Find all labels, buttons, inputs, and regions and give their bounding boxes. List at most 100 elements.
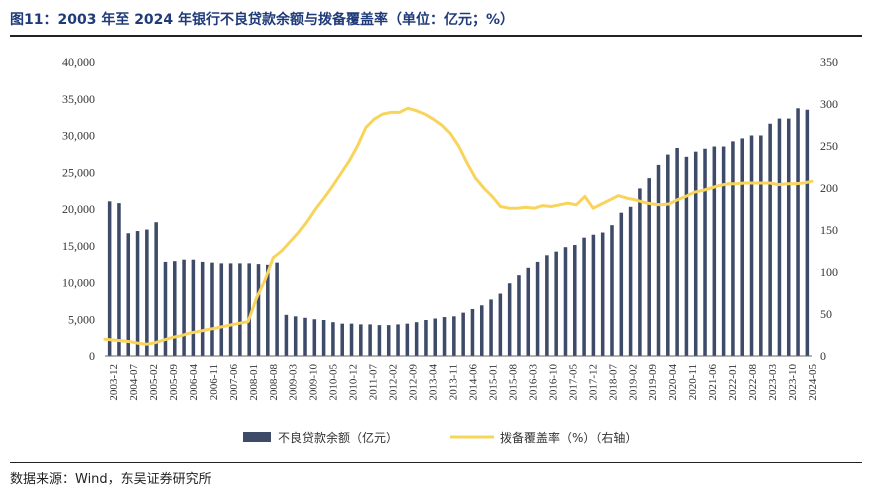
bar-npl-balance [675,147,679,356]
y-left-tick-label: 10,000 [62,276,95,290]
bar-npl-balance [433,318,438,356]
bar-npl-balance [712,146,717,356]
bar-npl-balance [154,222,158,356]
y-right-tick-label: 250 [820,139,838,153]
chart-title: 图11：2003 年至 2024 年银行不良贷款余额与拨备覆盖率（单位：亿元；%… [10,12,515,28]
bar-npl-balance [489,299,493,356]
y-right-tick-label: 0 [820,349,826,363]
x-tick-label: 2017-05 [567,364,579,401]
y-axis-left: 0 5,000 10,000 15,000 20,000 25,000 30,000 35,0… [62,55,95,363]
bar-npl-balance [135,231,140,356]
x-tick-label: 2011-07 [368,364,380,401]
bar-npl-balance [693,151,698,356]
bar-npl-balance [749,135,754,356]
bar-npl-balance [573,245,577,356]
y-right-tick-label: 100 [820,265,838,279]
bar-npl-balance [554,251,558,356]
x-tick-label: 2012-02 [388,364,400,401]
bar-npl-balance [507,283,512,356]
bar-npl-balance [247,263,251,356]
x-tick-label: 2006-11 [208,364,220,400]
y-axis-right: 0 50 100 150 200 250 300 350 [820,55,838,363]
bar-npl-balance [452,316,456,356]
title-rule [10,35,862,37]
bar-npl-balance [703,148,707,356]
bar-npl-balance [210,262,214,356]
x-tick-label: 2022-01 [727,364,739,401]
y-left-tick-label: 30,000 [62,129,95,143]
y-left-tick-label: 20,000 [62,202,95,216]
bar-npl-balance [498,293,503,356]
bar-npl-balance [238,263,242,356]
x-tick-label: 2012-09 [408,364,420,401]
x-tick-label: 2018-07 [607,364,619,401]
bar-npl-balance [461,312,465,356]
x-tick-label: 2020-11 [687,364,699,400]
x-tick-label: 2023-03 [767,364,779,401]
x-tick-label: 2006-04 [188,364,200,401]
bar-npl-balance [200,261,205,356]
bar-npl-balance [619,212,624,356]
x-tick-label: 2008-01 [248,364,260,401]
bar-npl-balance [182,259,186,356]
bar-npl-balance [191,259,196,356]
bar-npl-balance [424,319,428,356]
y-left-tick-label: 40,000 [62,55,95,69]
x-tick-label: 2015-01 [487,364,499,401]
bar-npl-balance [638,188,642,356]
bar-npl-balance [386,325,391,356]
y-right-tick-label: 300 [820,97,838,111]
bar-npl-balance [740,138,744,356]
y-right-tick-label: 150 [820,223,838,237]
y-left-tick-label: 15,000 [62,239,95,253]
bar-npl-balance [145,229,149,356]
x-tick-label: 2004-07 [128,364,140,401]
x-tick-label: 2009-03 [288,364,300,401]
x-tick-label: 2010-12 [348,364,360,401]
bar-npl-balance [535,261,540,356]
bar-series [107,108,810,357]
x-tick-label: 2003-12 [108,364,120,401]
bar-npl-balance [321,319,326,356]
bar-npl-balance [303,317,307,356]
x-tick-label: 2016-03 [527,364,539,401]
bar-npl-balance [359,324,363,356]
bar-npl-balance [647,178,651,356]
bar-npl-balance [117,203,121,356]
bar-npl-balance [293,316,298,356]
x-axis: 2003-12 2004-07 2005-02 2005-09 2006-04 2006-… [108,364,819,401]
bar-npl-balance [526,267,531,356]
bar-npl-balance [786,118,791,356]
y-left-tick-label: 5,000 [68,312,95,326]
bar-npl-balance [656,164,661,356]
bar-npl-balance [275,262,279,356]
source-note: 数据来源：Wind，东吴证券研究所 [10,472,212,487]
legend-label-line: 拨备覆盖率（%）（右轴） [500,430,637,445]
x-tick-label: 2013-04 [428,364,440,401]
x-tick-label: 2017-12 [587,364,599,401]
bar-npl-balance [666,154,670,356]
bar-npl-balance [777,118,782,356]
x-tick-label: 2024-05 [807,364,819,401]
bar-npl-balance [768,123,772,357]
bar-npl-balance [545,255,549,356]
bar-npl-balance [600,232,605,356]
bar-npl-balance [256,264,261,356]
x-tick-label: 2007-06 [228,364,240,401]
x-tick-label: 2005-09 [168,364,180,401]
bar-npl-balance [610,225,614,356]
bar-npl-balance [219,263,224,356]
bar-npl-balance [377,325,382,356]
x-tick-label: 2005-02 [148,364,160,401]
bar-npl-balance [312,319,317,356]
bar-npl-balance [414,322,419,356]
y-right-tick-label: 50 [820,307,832,321]
bar-npl-balance [126,233,131,356]
bar-npl-balance [173,261,177,356]
legend: 不良贷款余额（亿元） 拨备覆盖率（%）（右轴） [243,430,637,445]
x-tick-label: 2014-06 [467,364,479,401]
bar-npl-balance [582,237,586,356]
bar-npl-balance [396,324,400,356]
bar-npl-balance [563,247,568,356]
bar-npl-balance [517,275,521,356]
